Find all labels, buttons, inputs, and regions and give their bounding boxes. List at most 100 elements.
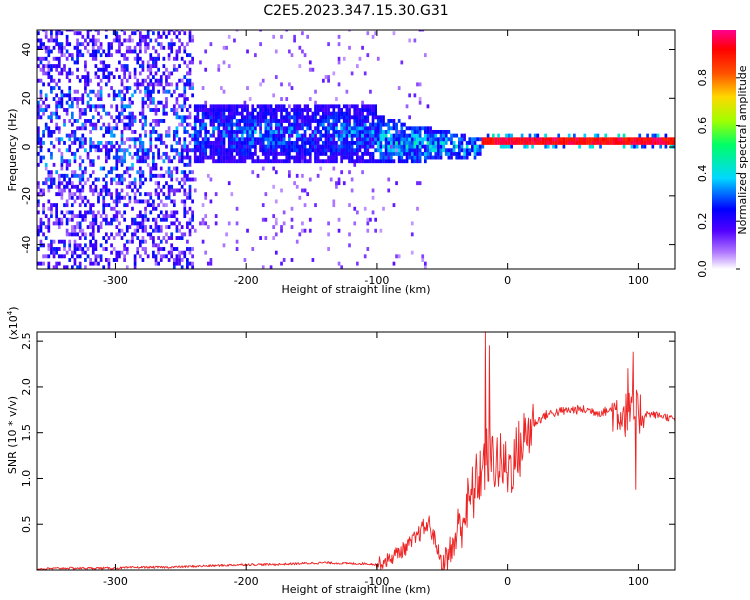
heatmap-cell	[345, 108, 349, 112]
heatmap-cell	[222, 122, 226, 127]
colorbar-tick-label: 0.8	[696, 69, 709, 87]
heatmap-cell	[204, 214, 208, 219]
heatmap-cell	[193, 133, 197, 138]
heatmap-cell	[371, 137, 375, 142]
heatmap-cell	[188, 115, 192, 120]
heatmap-cell	[272, 225, 276, 230]
heatmap-cell	[131, 162, 134, 167]
heatmap-cell	[162, 104, 166, 109]
heatmap-cell	[55, 38, 59, 43]
heatmap-cell	[159, 258, 163, 262]
heatmap-cell	[240, 108, 244, 112]
heatmap-cell	[68, 192, 72, 197]
heatmap-cell	[335, 129, 338, 134]
heatmap-cell	[392, 126, 396, 131]
heatmap-cell	[78, 144, 82, 149]
heatmap-cell	[157, 82, 160, 87]
heatmap-cell	[476, 148, 479, 153]
heatmap-cell	[353, 119, 357, 123]
heatmap-cell	[157, 53, 160, 58]
heatmap-cell	[201, 155, 205, 160]
heatmap-cell	[416, 159, 419, 164]
heatmap-cell	[159, 78, 163, 83]
heatmap-cell	[233, 155, 236, 160]
heatmap-cell	[416, 155, 419, 160]
heatmap-cell	[510, 140, 513, 145]
heatmap-cell	[141, 140, 145, 145]
heatmap-cell	[118, 45, 121, 50]
heatmap-cell	[99, 258, 103, 262]
heatmap-cell	[123, 210, 126, 215]
heatmap-cell	[94, 261, 98, 266]
heatmap-cell	[94, 71, 98, 76]
heatmap-cell	[196, 155, 200, 160]
heatmap-cell	[157, 119, 160, 123]
heatmap-cell	[89, 173, 92, 178]
heatmap-cell	[97, 177, 100, 182]
heatmap-cell	[264, 159, 268, 164]
heatmap-cell	[531, 137, 534, 142]
heatmap-cell	[332, 140, 336, 145]
heatmap-cell	[94, 126, 98, 131]
heatmap-cell	[418, 151, 422, 156]
heatmap-cell	[264, 119, 268, 123]
heatmap-cell	[178, 104, 181, 109]
heatmap-cell	[337, 129, 341, 134]
heatmap-cell	[324, 137, 328, 142]
heatmap-cell	[298, 148, 302, 153]
heatmap-cell	[280, 104, 283, 109]
heatmap-cell	[152, 199, 155, 204]
heatmap-cell	[183, 137, 187, 142]
heatmap-cell	[288, 155, 291, 160]
heatmap-cell	[295, 104, 299, 109]
heatmap-cell	[497, 133, 500, 138]
heatmap-cell	[366, 228, 370, 233]
heatmap-cell	[162, 86, 166, 90]
heatmap-cell	[303, 104, 307, 109]
heatmap-cell	[217, 159, 221, 164]
heatmap-cell	[141, 38, 145, 43]
heatmap-cell	[188, 221, 192, 226]
heatmap-cell	[447, 148, 451, 153]
heatmap-cell	[358, 56, 362, 61]
heatmap-cell	[104, 129, 108, 134]
heatmap-cell	[91, 53, 95, 58]
heatmap-cell	[76, 188, 79, 193]
heatmap-cell	[327, 221, 330, 226]
heatmap-cell	[264, 151, 268, 156]
heatmap-cell	[60, 159, 64, 164]
heatmap-cell	[107, 265, 111, 269]
heatmap-cell	[322, 119, 325, 123]
heatmap-cell	[366, 140, 370, 145]
heatmap-cell	[230, 148, 234, 153]
heatmap-cell	[89, 243, 92, 248]
heatmap-cell	[450, 151, 453, 156]
heatmap-cell	[382, 119, 385, 123]
heatmap-cell	[47, 38, 51, 43]
heatmap-cell	[405, 140, 409, 145]
heatmap-cell	[217, 122, 221, 127]
heatmap-cell	[133, 119, 137, 123]
heatmap-cell	[52, 254, 56, 259]
heatmap-cell	[212, 140, 215, 145]
heatmap-cell	[672, 140, 675, 145]
heatmap-cell	[191, 148, 194, 153]
heatmap-cell	[274, 217, 278, 222]
heatmap-cell	[50, 151, 53, 156]
heatmap-cell	[112, 217, 116, 222]
heatmap-cell	[97, 228, 100, 233]
heatmap-cell	[65, 173, 69, 178]
heatmap-cell	[146, 155, 150, 160]
heatmap-cell	[131, 122, 134, 127]
heatmap-cell	[188, 140, 192, 145]
heatmap-cell	[70, 225, 74, 230]
heatmap-cell	[638, 140, 642, 145]
heatmap-cell	[104, 159, 108, 164]
heatmap-cell	[261, 265, 265, 269]
heatmap-cell	[607, 137, 610, 142]
heatmap-cell	[491, 137, 495, 142]
heatmap-cell	[60, 173, 64, 178]
heatmap-cell	[57, 173, 61, 178]
heatmap-cell	[55, 206, 59, 211]
